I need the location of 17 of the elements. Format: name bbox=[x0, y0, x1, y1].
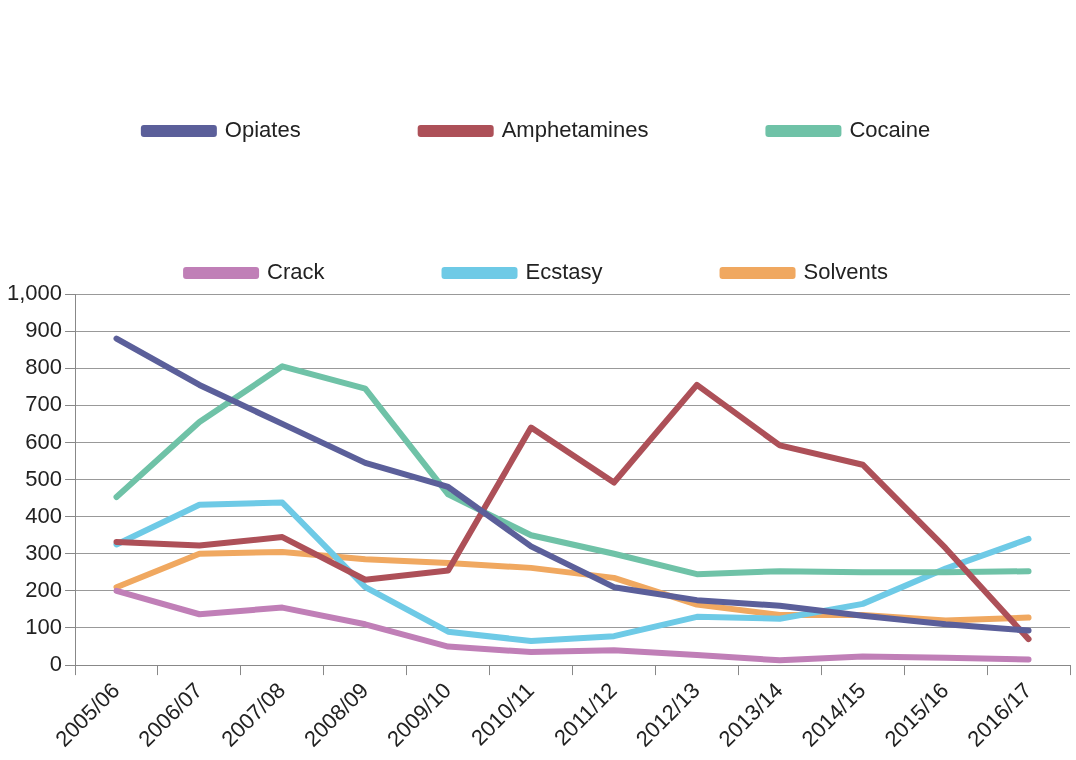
legend-label: Ecstasy bbox=[525, 259, 603, 285]
y-tick-label: 700 bbox=[25, 391, 63, 417]
y-tick-label: 100 bbox=[25, 614, 63, 640]
y-tick-label: 900 bbox=[25, 317, 63, 343]
legend-label: Opiates bbox=[224, 117, 301, 143]
legend-label: Solvents bbox=[803, 259, 888, 285]
y-tick-label: 600 bbox=[25, 428, 63, 454]
y-tick-label: 200 bbox=[25, 576, 63, 602]
y-tick-label: 500 bbox=[25, 465, 63, 491]
legend-label: Amphetamines bbox=[501, 117, 649, 143]
y-tick-label: 800 bbox=[25, 354, 63, 380]
legend-label: Cocaine bbox=[849, 117, 931, 143]
y-tick-label: 400 bbox=[25, 502, 63, 528]
y-tick-label: 300 bbox=[25, 539, 63, 565]
legend-label: Crack bbox=[267, 259, 326, 285]
y-tick-label: 1,000 bbox=[6, 280, 63, 306]
y-tick-label: 0 bbox=[49, 651, 63, 677]
